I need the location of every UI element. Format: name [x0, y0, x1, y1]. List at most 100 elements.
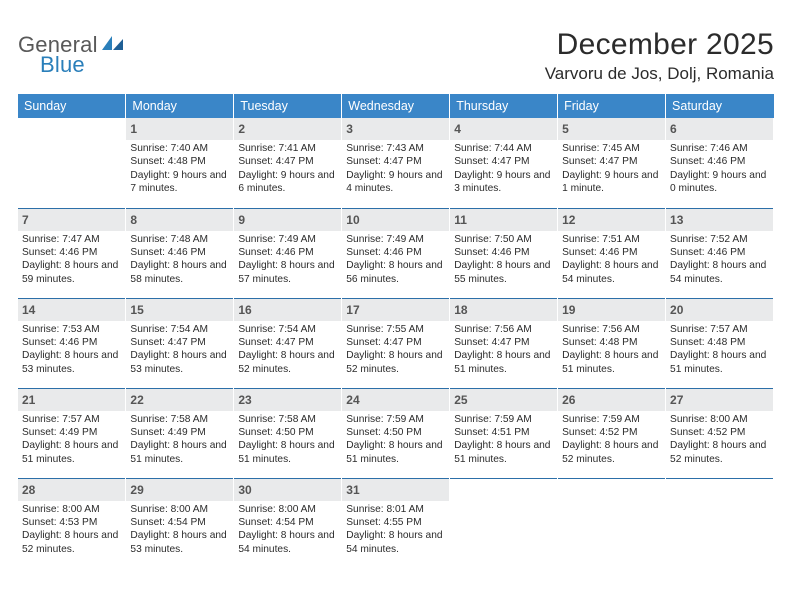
- calendar-body: 1Sunrise: 7:40 AMSunset: 4:48 PMDaylight…: [18, 118, 774, 568]
- calendar-cell: 21 Sunrise: 7:57 AMSunset: 4:49 PMDayligh…: [18, 388, 126, 478]
- day-details: Sunrise: 7:48 AMSunset: 4:46 PMDaylight:…: [130, 233, 229, 287]
- calendar-cell: 2 Sunrise: 7:41 AMSunset: 4:47 PMDaylight…: [234, 118, 342, 208]
- calendar-cell: 26 Sunrise: 7:59 AMSunset: 4:52 PMDayligh…: [558, 388, 666, 478]
- day-number: 13: [670, 213, 683, 227]
- day-number: 25: [454, 393, 467, 407]
- calendar-cell: 25 Sunrise: 7:59 AMSunset: 4:51 PMDayligh…: [450, 388, 558, 478]
- calendar-week-row: 1Sunrise: 7:40 AMSunset: 4:48 PMDaylight…: [18, 118, 774, 208]
- day-number-row: 2: [234, 118, 341, 140]
- day-number-row: 19: [558, 299, 665, 321]
- day-details: Sunrise: 7:44 AMSunset: 4:47 PMDaylight:…: [454, 142, 553, 196]
- day-number: 22: [130, 393, 143, 407]
- calendar-cell: 16 Sunrise: 7:54 AMSunset: 4:47 PMDayligh…: [234, 298, 342, 388]
- day-details: Sunrise: 7:53 AMSunset: 4:46 PMDaylight:…: [22, 323, 121, 377]
- calendar-cell: 22Sunrise: 7:58 AMSunset: 4:49 PMDayligh…: [126, 388, 234, 478]
- day-number-row: 8: [126, 209, 233, 231]
- calendar-week-row: 28Sunrise: 8:00 AMSunset: 4:53 PMDayligh…: [18, 478, 774, 568]
- calendar-week-row: 14 Sunrise: 7:53 AMSunset: 4:46 PMDayligh…: [18, 298, 774, 388]
- day-number-row: 30: [234, 479, 341, 501]
- day-number: 18: [454, 303, 467, 317]
- day-number: 17: [346, 303, 359, 317]
- weekday-header: Sunday: [18, 94, 126, 118]
- day-number-row: 28: [18, 479, 125, 501]
- day-number-row: 18: [450, 299, 557, 321]
- calendar-cell: [666, 478, 774, 568]
- day-number: 16: [238, 303, 251, 317]
- calendar-table: SundayMondayTuesdayWednesdayThursdayFrid…: [18, 94, 774, 568]
- calendar-cell: 23 Sunrise: 7:58 AMSunset: 4:50 PMDayligh…: [234, 388, 342, 478]
- day-details: Sunrise: 7:56 AMSunset: 4:48 PMDaylight:…: [562, 323, 661, 377]
- calendar-cell: 5Sunrise: 7:45 AMSunset: 4:47 PMDaylight…: [558, 118, 666, 208]
- day-number-row: 9: [234, 209, 341, 231]
- day-details: Sunrise: 7:56 AMSunset: 4:47 PMDaylight:…: [454, 323, 553, 377]
- calendar-cell: 12Sunrise: 7:51 AMSunset: 4:46 PMDayligh…: [558, 208, 666, 298]
- day-number: 10: [346, 213, 359, 227]
- calendar-cell: 6Sunrise: 7:46 AMSunset: 4:46 PMDaylight…: [666, 118, 774, 208]
- day-number: 20: [670, 303, 683, 317]
- day-number: 29: [130, 483, 143, 497]
- location-subtitle: Varvoru de Jos, Dolj, Romania: [545, 64, 774, 84]
- weekday-header: Monday: [126, 94, 234, 118]
- calendar-cell: 31Sunrise: 8:01 AMSunset: 4:55 PMDayligh…: [342, 478, 450, 568]
- day-details: Sunrise: 7:59 AMSunset: 4:52 PMDaylight:…: [562, 413, 661, 467]
- day-number-row: 6: [666, 118, 773, 140]
- day-number: 8: [130, 213, 137, 227]
- day-number-row: 3: [342, 118, 449, 140]
- calendar-cell: 7 Sunrise: 7:47 AMSunset: 4:46 PMDaylight…: [18, 208, 126, 298]
- day-number-row: 23: [234, 389, 341, 411]
- calendar-cell: [450, 478, 558, 568]
- header: General Blue December 2025 Varvoru de Jo…: [18, 28, 774, 84]
- day-number: 12: [562, 213, 575, 227]
- day-details: Sunrise: 7:41 AMSunset: 4:47 PMDaylight:…: [238, 142, 337, 196]
- day-details: Sunrise: 7:55 AMSunset: 4:47 PMDaylight:…: [346, 323, 445, 377]
- day-number-row: 1: [126, 118, 233, 140]
- day-number: 6: [670, 122, 677, 136]
- day-number: 14: [22, 303, 35, 317]
- day-number: 26: [562, 393, 575, 407]
- day-details: Sunrise: 8:01 AMSunset: 4:55 PMDaylight:…: [346, 503, 445, 557]
- logo-text-part2: Blue: [40, 52, 85, 77]
- day-number-row: 7: [18, 209, 125, 231]
- day-details: Sunrise: 7:54 AMSunset: 4:47 PMDaylight:…: [238, 323, 337, 377]
- weekday-header: Wednesday: [342, 94, 450, 118]
- day-number-row: 20: [666, 299, 773, 321]
- day-number: 11: [454, 213, 467, 227]
- day-details: Sunrise: 8:00 AMSunset: 4:52 PMDaylight:…: [670, 413, 769, 467]
- weekday-header: Saturday: [666, 94, 774, 118]
- calendar-cell: 10Sunrise: 7:49 AMSunset: 4:46 PMDayligh…: [342, 208, 450, 298]
- calendar-cell: 8 Sunrise: 7:48 AMSunset: 4:46 PMDaylight…: [126, 208, 234, 298]
- day-details: Sunrise: 7:52 AMSunset: 4:46 PMDaylight:…: [670, 233, 769, 287]
- day-details: Sunrise: 7:59 AMSunset: 4:51 PMDaylight:…: [454, 413, 553, 467]
- day-details: Sunrise: 7:45 AMSunset: 4:47 PMDaylight:…: [562, 142, 661, 196]
- day-number-row: 21: [18, 389, 125, 411]
- day-details: Sunrise: 7:59 AMSunset: 4:50 PMDaylight:…: [346, 413, 445, 467]
- day-details: Sunrise: 8:00 AMSunset: 4:54 PMDaylight:…: [130, 503, 229, 557]
- day-number: 7: [22, 213, 29, 227]
- day-number: 9: [238, 213, 245, 227]
- day-number: 19: [562, 303, 575, 317]
- day-number-row: 26: [558, 389, 665, 411]
- logo-mark-icon: [102, 34, 124, 57]
- calendar-week-row: 21 Sunrise: 7:57 AMSunset: 4:49 PMDayligh…: [18, 388, 774, 478]
- day-number: 27: [670, 393, 683, 407]
- day-details: Sunrise: 7:43 AMSunset: 4:47 PMDaylight:…: [346, 142, 445, 196]
- day-number-row: 25: [450, 389, 557, 411]
- day-number: 21: [22, 393, 35, 407]
- day-number: 2: [238, 122, 245, 136]
- day-details: Sunrise: 7:50 AMSunset: 4:46 PMDaylight:…: [454, 233, 553, 287]
- day-details: Sunrise: 7:57 AMSunset: 4:49 PMDaylight:…: [22, 413, 121, 467]
- title-box: December 2025 Varvoru de Jos, Dolj, Roma…: [545, 28, 774, 84]
- calendar-cell: 29 Sunrise: 8:00 AMSunset: 4:54 PMDayligh…: [126, 478, 234, 568]
- day-number-row: 4: [450, 118, 557, 140]
- day-number: 4: [454, 122, 461, 136]
- day-details: Sunrise: 7:58 AMSunset: 4:50 PMDaylight:…: [238, 413, 337, 467]
- day-details: Sunrise: 7:47 AMSunset: 4:46 PMDaylight:…: [22, 233, 121, 287]
- day-number: 28: [22, 483, 35, 497]
- day-number: 23: [238, 393, 251, 407]
- weekday-header-row: SundayMondayTuesdayWednesdayThursdayFrid…: [18, 94, 774, 118]
- calendar-cell: 4 Sunrise: 7:44 AMSunset: 4:47 PMDaylight…: [450, 118, 558, 208]
- calendar-cell: 19 Sunrise: 7:56 AMSunset: 4:48 PMDayligh…: [558, 298, 666, 388]
- day-number-row: 22: [126, 389, 233, 411]
- day-number: 1: [130, 122, 137, 136]
- day-details: Sunrise: 7:49 AMSunset: 4:46 PMDaylight:…: [238, 233, 337, 287]
